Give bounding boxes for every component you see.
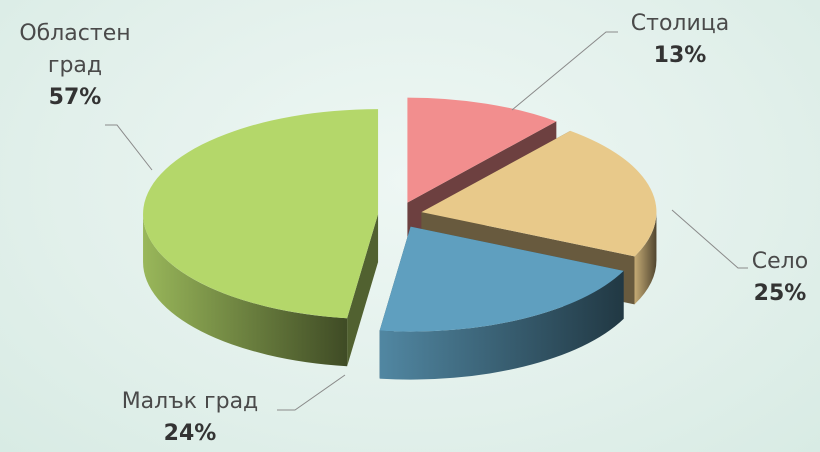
data-label: Малък град 24% <box>95 386 285 450</box>
leader-line <box>511 31 618 111</box>
leader-line <box>277 374 346 411</box>
data-label: Село 25% <box>735 246 820 310</box>
value-label: 25% <box>753 281 807 306</box>
data-label: Столица 13% <box>620 8 740 72</box>
pie-slice <box>421 130 657 257</box>
value-label: 24% <box>163 421 217 446</box>
value-label: 13% <box>653 43 707 68</box>
slice-wall <box>379 270 624 380</box>
slice-wall <box>634 212 657 305</box>
pie-slice <box>407 97 557 203</box>
value-label: 57% <box>48 85 102 110</box>
category-label: Малък град <box>121 389 259 414</box>
leader-line <box>105 124 153 171</box>
pie-slice <box>379 226 624 332</box>
pie-slice <box>143 109 379 319</box>
leader-line <box>671 209 748 269</box>
slice-side <box>347 214 379 367</box>
slice-wall <box>143 214 348 367</box>
category-label: Столица <box>630 11 730 36</box>
category-label: Село <box>751 249 809 274</box>
data-label: Областен град 57% <box>5 18 145 114</box>
category-label: Областен град <box>19 21 131 78</box>
